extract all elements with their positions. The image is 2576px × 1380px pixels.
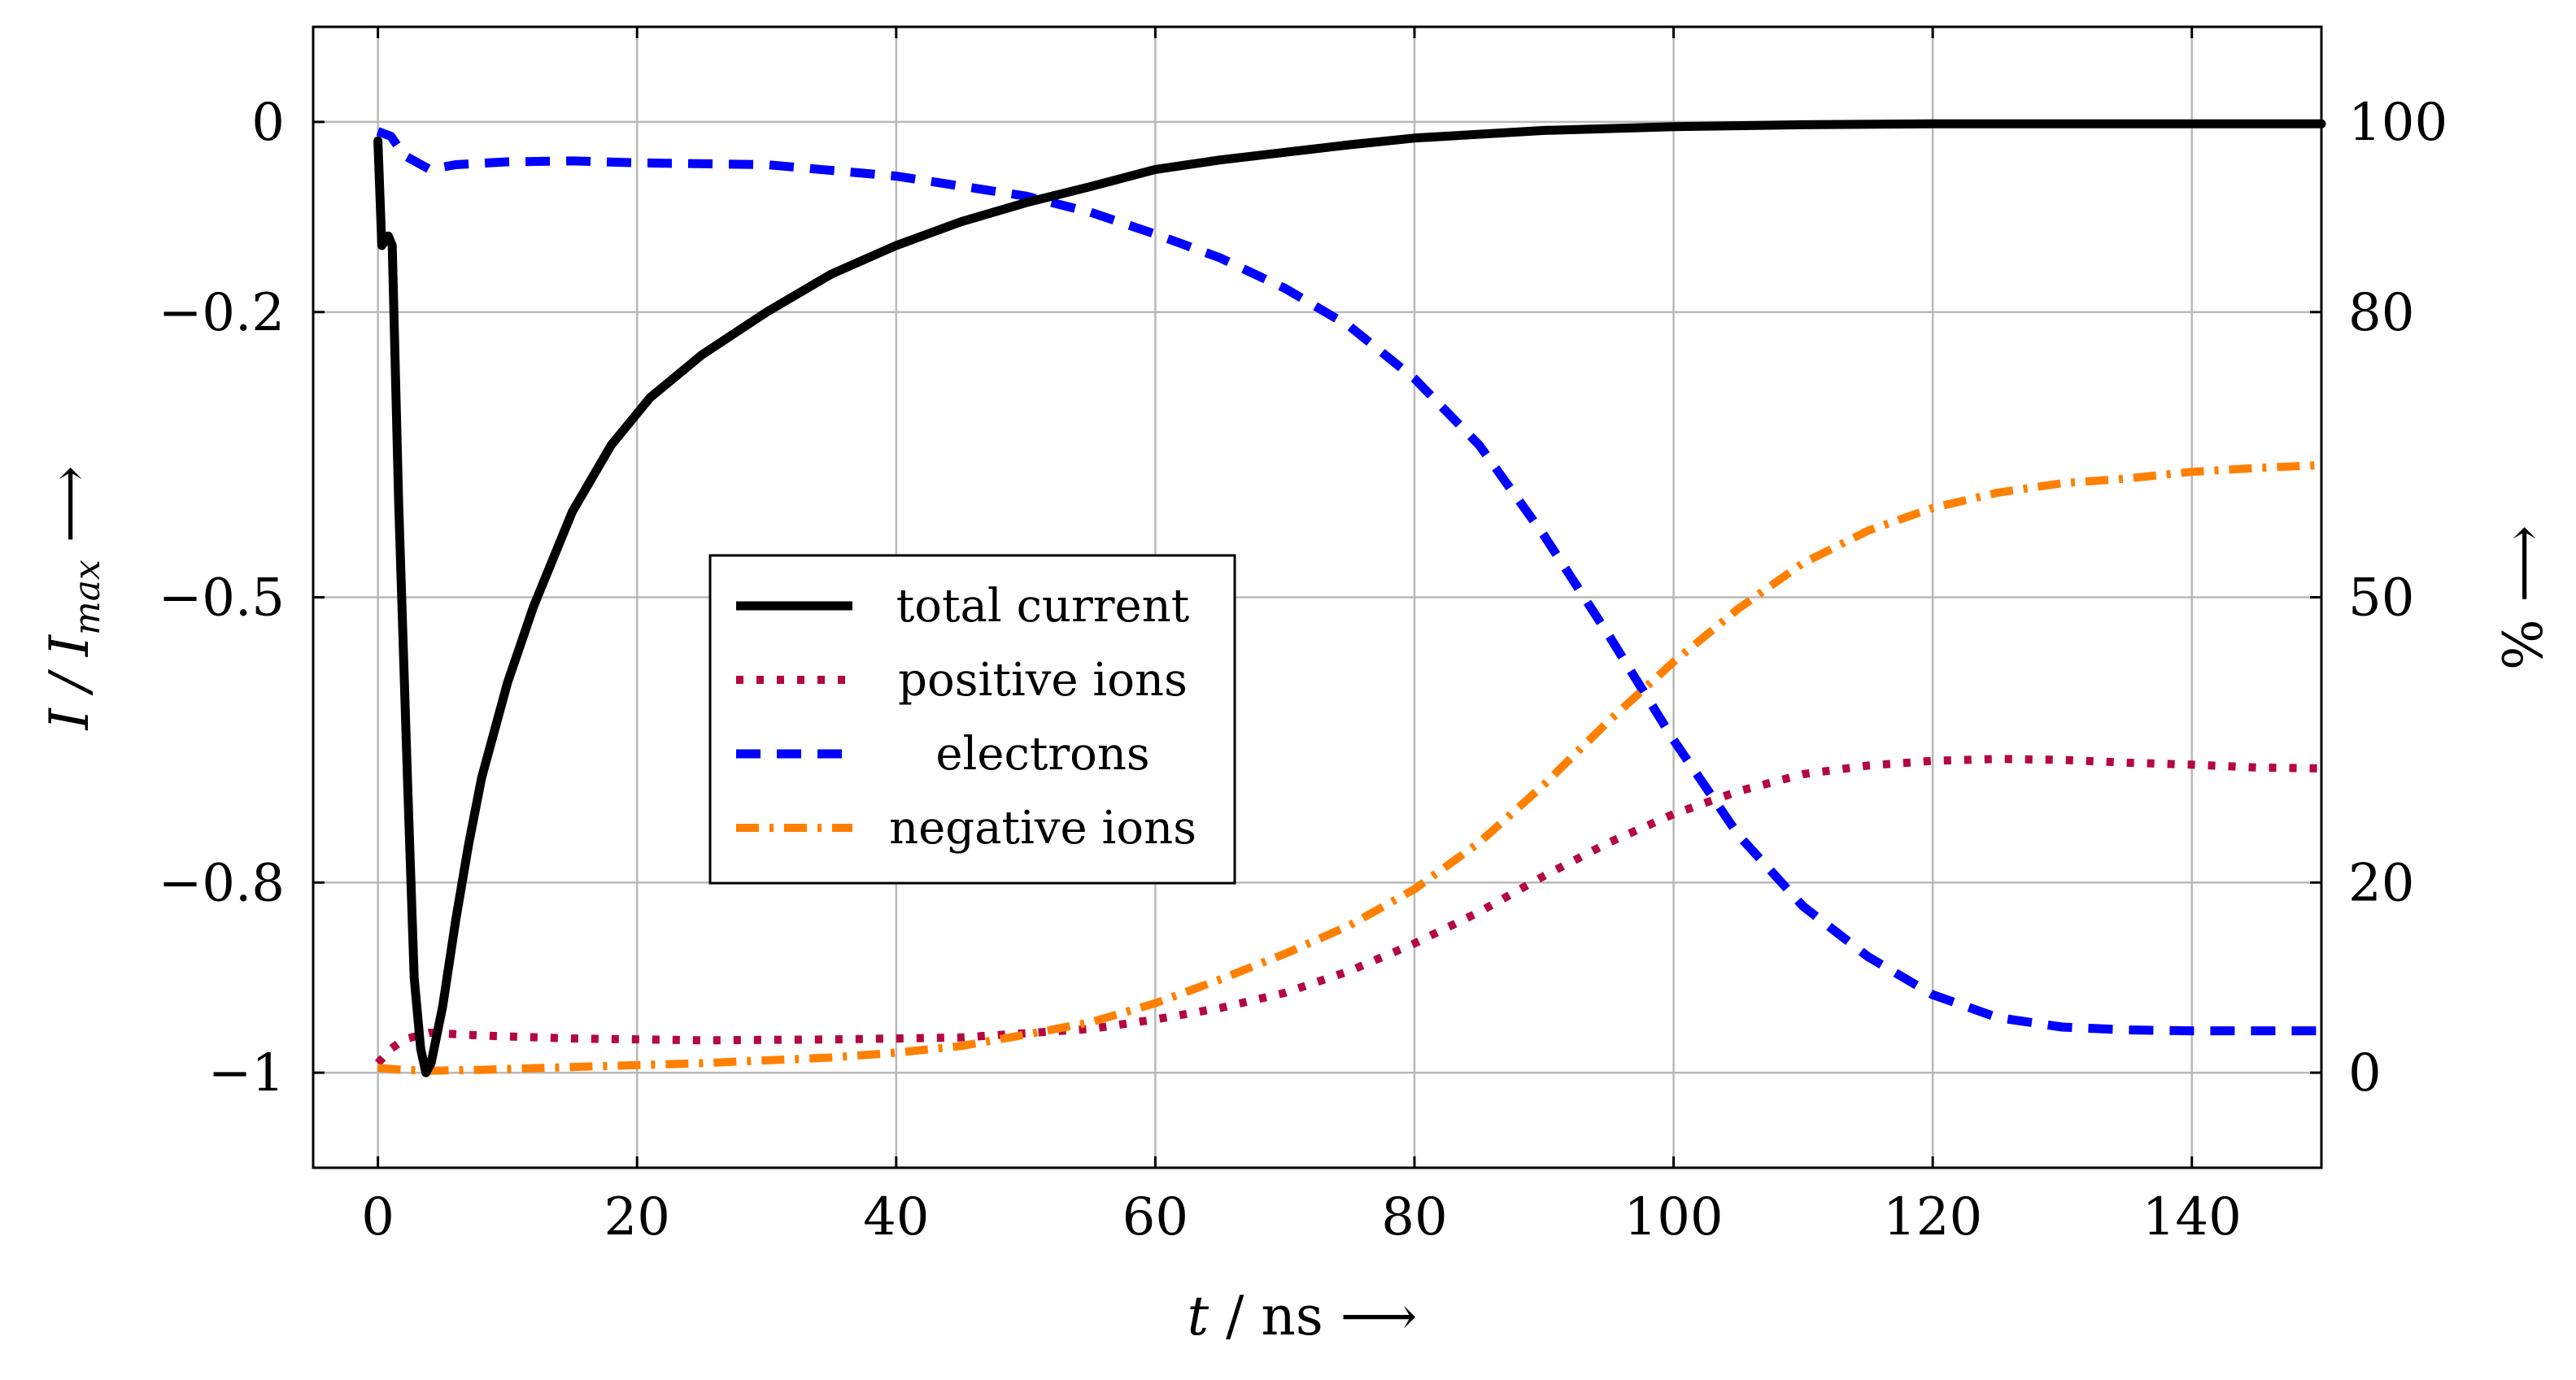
- y-left-tick-label: −1: [208, 1043, 285, 1104]
- y-right-tick-label: 80: [2348, 283, 2414, 343]
- y-right-tick-label: 20: [2348, 853, 2414, 913]
- legend-label: positive ions: [898, 654, 1188, 707]
- y-right-axis-label: % ⟶: [2492, 525, 2555, 670]
- y-left-tick-label: −0.8: [159, 853, 285, 913]
- grid-layer: [313, 27, 2321, 1168]
- legend-label: total current: [896, 580, 1190, 633]
- x-tick-label: 80: [1381, 1187, 1447, 1247]
- series-line-total-current: [373, 119, 2326, 1077]
- x-tick-label: 140: [2142, 1187, 2242, 1247]
- legend-label: electrons: [935, 728, 1149, 781]
- series-line-electrons: [376, 127, 2321, 1036]
- y-left-tick-label: −0.2: [159, 283, 285, 343]
- x-tick-label: 100: [1624, 1187, 1723, 1247]
- series-line-positive-ions: [374, 755, 2322, 1066]
- x-tick-label: 120: [1883, 1187, 1982, 1247]
- y-left-tick-label: 0: [251, 93, 285, 153]
- y-right-tick-label: 50: [2348, 568, 2414, 629]
- x-tick-label: 0: [361, 1187, 394, 1247]
- y-left-axis-label: I / Imax ⟶: [38, 466, 108, 731]
- legend-label: negative ions: [889, 802, 1196, 855]
- tick-layer: 0 20 40 60 80 100 120 140 0 −0.2 −0.5 −0.8 −1 100 80 50…: [159, 27, 2447, 1247]
- x-tick-label: 40: [863, 1187, 929, 1247]
- y-right-tick-label: 100: [2348, 93, 2447, 153]
- y-left-tick-label: −0.5: [159, 568, 285, 629]
- legend-items: total current positive ions electrons negat…: [736, 580, 1196, 855]
- series-line-negative-ions: [377, 461, 2322, 1075]
- x-tick-label: 20: [604, 1187, 670, 1247]
- legend: total current positive ions electrons negat…: [708, 554, 1236, 885]
- x-tick-label: 60: [1122, 1187, 1188, 1247]
- y-right-tick-label: 0: [2348, 1043, 2382, 1104]
- x-axis-label: t / ns ⟶: [1188, 1285, 1418, 1347]
- series-layer: [373, 119, 2326, 1077]
